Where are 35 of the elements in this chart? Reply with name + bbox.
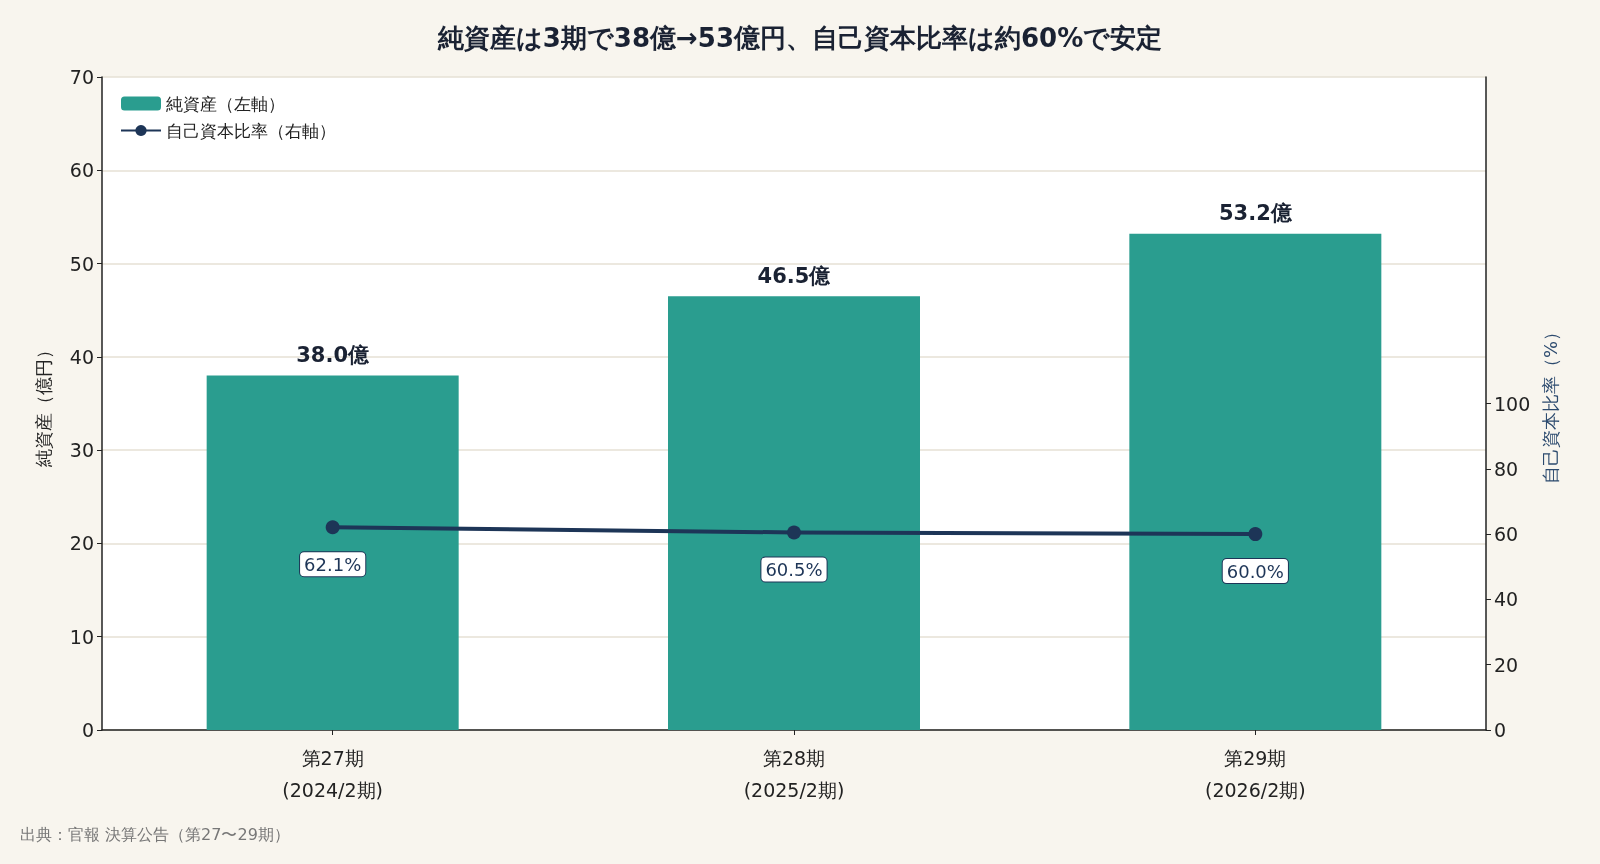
- bar: [668, 296, 920, 730]
- y-axis-title: 純資産（億円）: [32, 340, 54, 467]
- point: [1248, 527, 1263, 542]
- y2-tick-label: 0: [1494, 719, 1507, 741]
- legend-label: 純資産（左軸）: [166, 93, 285, 114]
- legend-label: 自己資本比率（右軸）: [166, 120, 336, 141]
- y2-axis-title: 自己資本比率（%）: [1539, 322, 1561, 485]
- y2-tick-label: 20: [1494, 653, 1519, 676]
- y2-tick-label: 40: [1494, 588, 1519, 611]
- data-label: 46.5億: [757, 263, 832, 288]
- data-label: 62.1%: [304, 553, 362, 575]
- y-tick-label: 50: [69, 252, 94, 275]
- source-note: 出典：官報 決算公告（第27〜29期）: [20, 824, 290, 844]
- y-tick-label: 40: [69, 345, 94, 368]
- data-label: 60.0%: [1226, 560, 1284, 582]
- data-label: 53.2億: [1218, 201, 1293, 226]
- x-tick-label: 第28期 (2025/2期): [743, 747, 845, 801]
- y-tick-label: 10: [69, 625, 94, 648]
- data-label: 38.0億: [296, 343, 371, 368]
- bar: [1129, 233, 1382, 730]
- y-tick-label: 0: [81, 719, 94, 741]
- y-tick-label: 70: [69, 66, 94, 88]
- y2-tick-label: 80: [1494, 457, 1519, 480]
- y-tick-label: 60: [69, 159, 94, 182]
- y-tick-label: 30: [69, 439, 94, 462]
- bar: [206, 375, 459, 730]
- data-label: 60.5%: [765, 558, 823, 580]
- x-tick-label: 第29期 (2026/2期): [1205, 747, 1306, 801]
- point: [325, 520, 340, 535]
- chart-title: 純資産は3期で38億→53億円、自己資本比率は約60%で安定: [436, 23, 1163, 53]
- point: [787, 525, 801, 540]
- y2-tick-label: 100: [1494, 392, 1531, 415]
- x-tick-label: 第27期 (2024/2期): [282, 747, 383, 801]
- y2-tick-label: 60: [1494, 523, 1519, 546]
- y-tick-label: 20: [69, 532, 94, 555]
